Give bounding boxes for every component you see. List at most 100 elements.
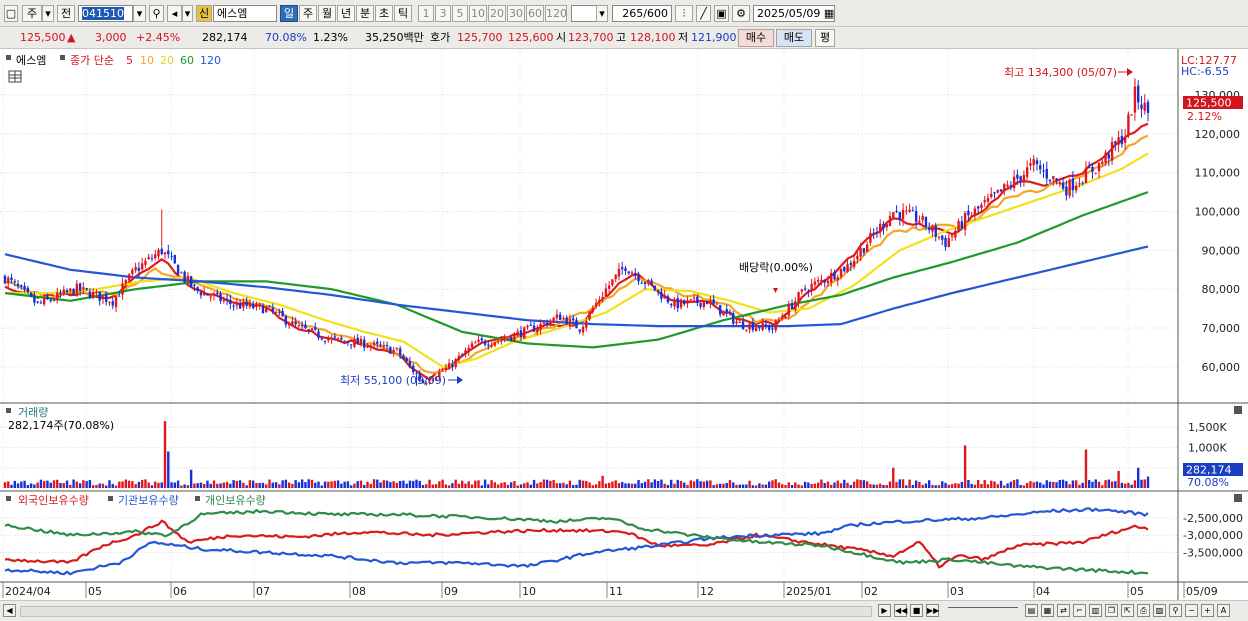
candle-body bbox=[552, 318, 554, 323]
buy-button[interactable]: 매수 bbox=[738, 29, 774, 47]
period-tab-0[interactable]: 일 bbox=[280, 5, 298, 22]
gear-icon[interactable]: ⚙ bbox=[732, 5, 750, 22]
candle-body bbox=[794, 301, 796, 309]
print-icon[interactable]: ⎙ bbox=[1137, 604, 1150, 617]
date-field[interactable]: 2025/05/09 ▦ bbox=[753, 5, 835, 22]
volume-bar bbox=[807, 483, 809, 488]
market-select[interactable]: 전 bbox=[57, 5, 75, 22]
period-type-select[interactable]: 주 bbox=[22, 5, 42, 22]
credit-badge: 신 bbox=[196, 5, 212, 22]
candle-body bbox=[1104, 153, 1106, 163]
candle-body bbox=[859, 248, 861, 256]
scroll-track[interactable] bbox=[20, 606, 872, 617]
rewind-icon[interactable]: ◀◀ bbox=[894, 604, 907, 617]
period-tab-6[interactable]: 틱 bbox=[394, 5, 412, 22]
save-icon[interactable]: ▣ bbox=[714, 5, 729, 22]
candle-type-icon[interactable]: ⫶ bbox=[675, 5, 693, 22]
candle-body bbox=[948, 238, 950, 247]
table-icon[interactable]: ▥ bbox=[1089, 604, 1102, 617]
volume-bar bbox=[471, 485, 473, 488]
layout-grid-icon[interactable]: ▦ bbox=[1041, 604, 1054, 617]
speaker-dropdown-icon[interactable]: ▾ bbox=[182, 5, 193, 22]
stock-chart[interactable]: 130,000120,000110,000100,00090,00080,000… bbox=[0, 49, 1248, 600]
volume-panel-close-icon[interactable] bbox=[1234, 406, 1242, 414]
export-icon[interactable]: ⇱ bbox=[1121, 604, 1134, 617]
volume-bar bbox=[1134, 480, 1136, 488]
copy-icon[interactable]: ❐ bbox=[1105, 604, 1118, 617]
change-value: 3,000 bbox=[95, 30, 127, 46]
font-size-icon[interactable]: A bbox=[1217, 604, 1230, 617]
zoom-in-icon[interactable]: + bbox=[1201, 604, 1214, 617]
fast-forward-icon[interactable]: ▶▶ bbox=[926, 604, 939, 617]
minute-step-5[interactable]: 30 bbox=[507, 5, 525, 22]
period-tab-5[interactable]: 초 bbox=[375, 5, 393, 22]
search-icon[interactable]: ⚲ bbox=[149, 5, 164, 22]
candle-body bbox=[1023, 175, 1025, 183]
volume-bar bbox=[804, 482, 806, 488]
period-tab-2[interactable]: 월 bbox=[318, 5, 336, 22]
x-axis-tick: 2025/01 bbox=[786, 585, 832, 598]
eval-button[interactable]: 평 bbox=[815, 29, 835, 47]
candle-body bbox=[177, 265, 179, 275]
candle-body bbox=[1052, 176, 1054, 179]
sell-button[interactable]: 매도 bbox=[776, 29, 812, 47]
zoom-out-icon[interactable]: − bbox=[1185, 604, 1198, 617]
volume-bar bbox=[513, 481, 515, 488]
step-dropdown-icon[interactable]: ▾ bbox=[596, 5, 608, 22]
candle-body bbox=[1029, 163, 1031, 166]
minute-step-4[interactable]: 20 bbox=[488, 5, 506, 22]
candle-body bbox=[72, 289, 74, 295]
minute-step-3[interactable]: 10 bbox=[469, 5, 487, 22]
window-icon[interactable]: ▢ bbox=[4, 5, 18, 22]
speaker-icon[interactable]: ◂ bbox=[167, 5, 182, 22]
minute-step-6[interactable]: 60 bbox=[526, 5, 544, 22]
image-icon[interactable]: ▨ bbox=[1153, 604, 1166, 617]
minute-step-0[interactable]: 1 bbox=[418, 5, 434, 22]
minute-step-1[interactable]: 3 bbox=[435, 5, 451, 22]
count-field[interactable]: 265/600 bbox=[612, 5, 672, 22]
volume-bar bbox=[95, 485, 97, 488]
drawing-tool-icon[interactable]: ╱ bbox=[696, 5, 711, 22]
scroll-right-icon[interactable]: ▶ bbox=[878, 604, 891, 617]
x-axis-labels: 2024/04 05 06 07 08 09 10 11 12 2025/01 02 03 04 05 05… bbox=[3, 582, 1218, 598]
stop-icon[interactable]: ■ bbox=[910, 604, 923, 617]
minute-step-7[interactable]: 120 bbox=[545, 5, 567, 22]
volume-bar bbox=[882, 485, 884, 488]
volume-bar bbox=[912, 485, 914, 488]
candle-body bbox=[866, 244, 868, 251]
candle-body bbox=[539, 324, 541, 330]
layout-icon[interactable]: ▤ bbox=[1025, 604, 1038, 617]
chevron-down-icon[interactable]: ▾ bbox=[42, 5, 54, 22]
stock-code-input[interactable]: 041510 bbox=[78, 5, 133, 22]
holding-panel-close-icon[interactable] bbox=[1234, 494, 1242, 502]
candle-body bbox=[1130, 115, 1132, 116]
volume-bar bbox=[334, 481, 336, 488]
candle-body bbox=[468, 348, 470, 352]
candle-body bbox=[526, 326, 528, 328]
volume-bar bbox=[314, 483, 316, 488]
code-dropdown-icon[interactable]: ▾ bbox=[133, 5, 146, 22]
period-tab-1[interactable]: 주 bbox=[299, 5, 317, 22]
candle-body bbox=[614, 275, 616, 279]
volume-bar bbox=[337, 480, 339, 488]
candle-body bbox=[579, 330, 581, 332]
candle-body bbox=[461, 354, 463, 355]
volume-bar bbox=[628, 483, 630, 488]
candle-body bbox=[546, 323, 548, 325]
candle-body bbox=[92, 292, 94, 298]
candle-body bbox=[1085, 168, 1087, 183]
period-tab-3[interactable]: 년 bbox=[337, 5, 355, 22]
period-tab-4[interactable]: 분 bbox=[356, 5, 374, 22]
volume-bar bbox=[925, 483, 927, 488]
legend-marker-icon bbox=[195, 496, 200, 501]
compare-icon[interactable]: ⇄ bbox=[1057, 604, 1070, 617]
legend-marker-icon bbox=[6, 496, 11, 501]
volume-bar bbox=[187, 485, 189, 488]
zoom-slider[interactable] bbox=[948, 607, 1018, 614]
zoom-search-icon[interactable]: ⚲ bbox=[1169, 604, 1182, 617]
candle-body bbox=[85, 288, 87, 290]
scroll-left-icon[interactable]: ◀ bbox=[3, 604, 16, 617]
candle-body bbox=[454, 359, 456, 367]
minute-step-2[interactable]: 5 bbox=[452, 5, 468, 22]
ruler-icon[interactable]: ⌐ bbox=[1073, 604, 1086, 617]
